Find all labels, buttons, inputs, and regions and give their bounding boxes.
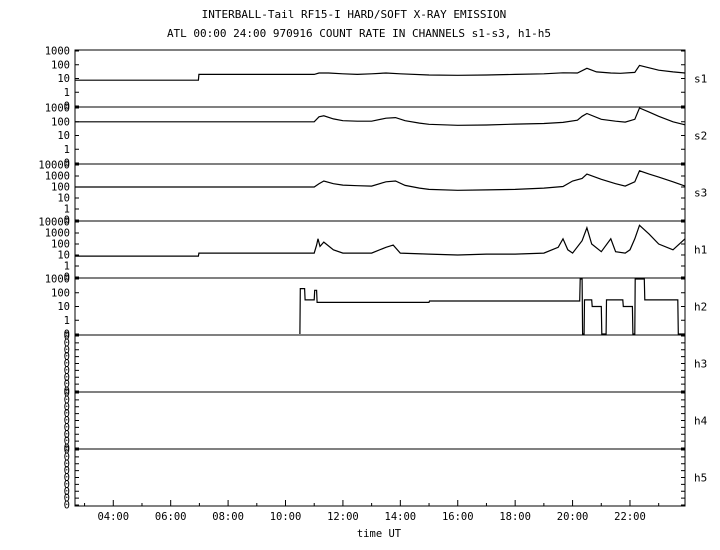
channel-label-h3: h3 [694,358,707,371]
y-tick-label: 1000 [45,228,70,240]
y-tick-label: 1 [64,204,70,216]
series-line-s3 [75,170,686,191]
y-tick-label: 10 [57,301,70,313]
y-tick-label: 0 [64,408,70,420]
y-tick-label: 0 [64,386,70,398]
y-tick-label: 1000 [45,46,70,58]
x-tick-label: 22:00 [614,511,646,523]
channel-label-s2: s2 [694,130,707,143]
channel-panels: 10001001010s110001001010s210000100010010… [38,46,707,512]
y-tick-label: 10 [57,250,70,262]
channel-label-h1: h1 [694,244,707,257]
channel-label-h5: h5 [694,472,707,485]
y-tick-label: 0 [64,451,70,463]
series-line-h1 [75,224,686,257]
y-tick-label: 0 [64,415,70,427]
y-tick-label: 1 [64,261,70,273]
y-tick-label: 10000 [38,217,70,229]
y-tick-label: 0 [64,215,70,227]
series-line-s2 [75,107,686,126]
y-tick-label: 100 [51,287,70,299]
x-tick-label: 04:00 [97,511,129,523]
y-tick-label: 0 [64,394,70,406]
y-tick-label: 0 [64,472,70,484]
x-tick-label: 16:00 [442,511,474,523]
y-tick-label: 0 [64,331,70,343]
series-line-s1 [75,64,686,81]
chart-title: INTERBALL-Tail RF15-I HARD/SOFT X-RAY EM… [202,8,507,21]
chart-subtitle: ATL 00:00 24:00 970916 COUNT RATE IN CHA… [167,27,551,40]
channel-label-s1: s1 [694,73,707,86]
y-tick-label: 0 [64,365,70,377]
y-tick-label: 0 [64,445,70,457]
y-tick-label: 0 [64,401,70,413]
y-tick-label: 1 [64,87,70,99]
y-tick-label: 1 [64,144,70,156]
y-tick-label: 1000 [45,274,70,286]
y-tick-label: 10 [57,73,70,85]
time-axis: 04:00 06:00 08:00 10:00 12:00 14:00 16:00 18:00… [84,500,660,523]
y-tick-label: 0 [64,422,70,434]
y-tick-label: 0 [64,465,70,477]
y-tick-label: 10 [57,130,70,142]
y-tick-label: 10000 [38,160,70,172]
panel-frame-h4 [74,391,686,450]
y-tick-label: 0 [64,351,70,363]
y-tick-label: 0 [64,101,70,113]
x-tick-label: 10:00 [270,511,302,523]
x-axis-label: time UT [357,528,402,540]
panel-frame-s1 [74,49,686,108]
channel-label-h2: h2 [694,301,707,314]
y-tick-label: 0 [64,329,70,341]
x-tick-label: 08:00 [212,511,244,523]
y-tick-label: 100 [51,239,70,251]
y-tick-label: 0 [64,388,70,400]
y-tick-label: 0 [64,372,70,384]
y-tick-label: 0 [64,379,70,391]
y-tick-label: 100 [51,59,70,71]
y-tick-label: 0 [64,493,70,505]
y-tick-label: 0 [64,429,70,441]
panel-frame-s3 [74,163,686,222]
x-tick-label: 18:00 [499,511,531,523]
y-tick-label: 100 [51,116,70,128]
y-tick-label: 0 [64,479,70,491]
y-tick-label: 0 [64,500,70,512]
channel-label-s3: s3 [694,187,707,200]
y-tick-label: 1 [64,315,70,327]
y-tick-label: 100 [51,182,70,194]
y-tick-label: 0 [64,486,70,498]
y-tick-label: 0 [64,337,70,349]
channel-label-h4: h4 [694,415,708,428]
y-tick-label: 0 [64,458,70,470]
y-tick-label: 10 [57,193,70,205]
y-tick-label: 0 [64,158,70,170]
series-line-h2 [299,278,685,335]
y-tick-label: 0 [64,358,70,370]
y-tick-label: 0 [64,344,70,356]
y-tick-label: 0 [64,436,70,448]
panel-frame-h5 [74,448,686,507]
x-tick-label: 06:00 [155,511,187,523]
y-tick-label: 1000 [45,103,70,115]
x-tick-label: 20:00 [557,511,589,523]
y-tick-label: 1000 [45,171,70,183]
x-tick-label: 12:00 [327,511,359,523]
x-tick-label: 14:00 [385,511,417,523]
y-tick-label: 0 [64,272,70,284]
panel-frame-h3 [74,334,686,393]
y-tick-label: 0 [64,443,70,455]
